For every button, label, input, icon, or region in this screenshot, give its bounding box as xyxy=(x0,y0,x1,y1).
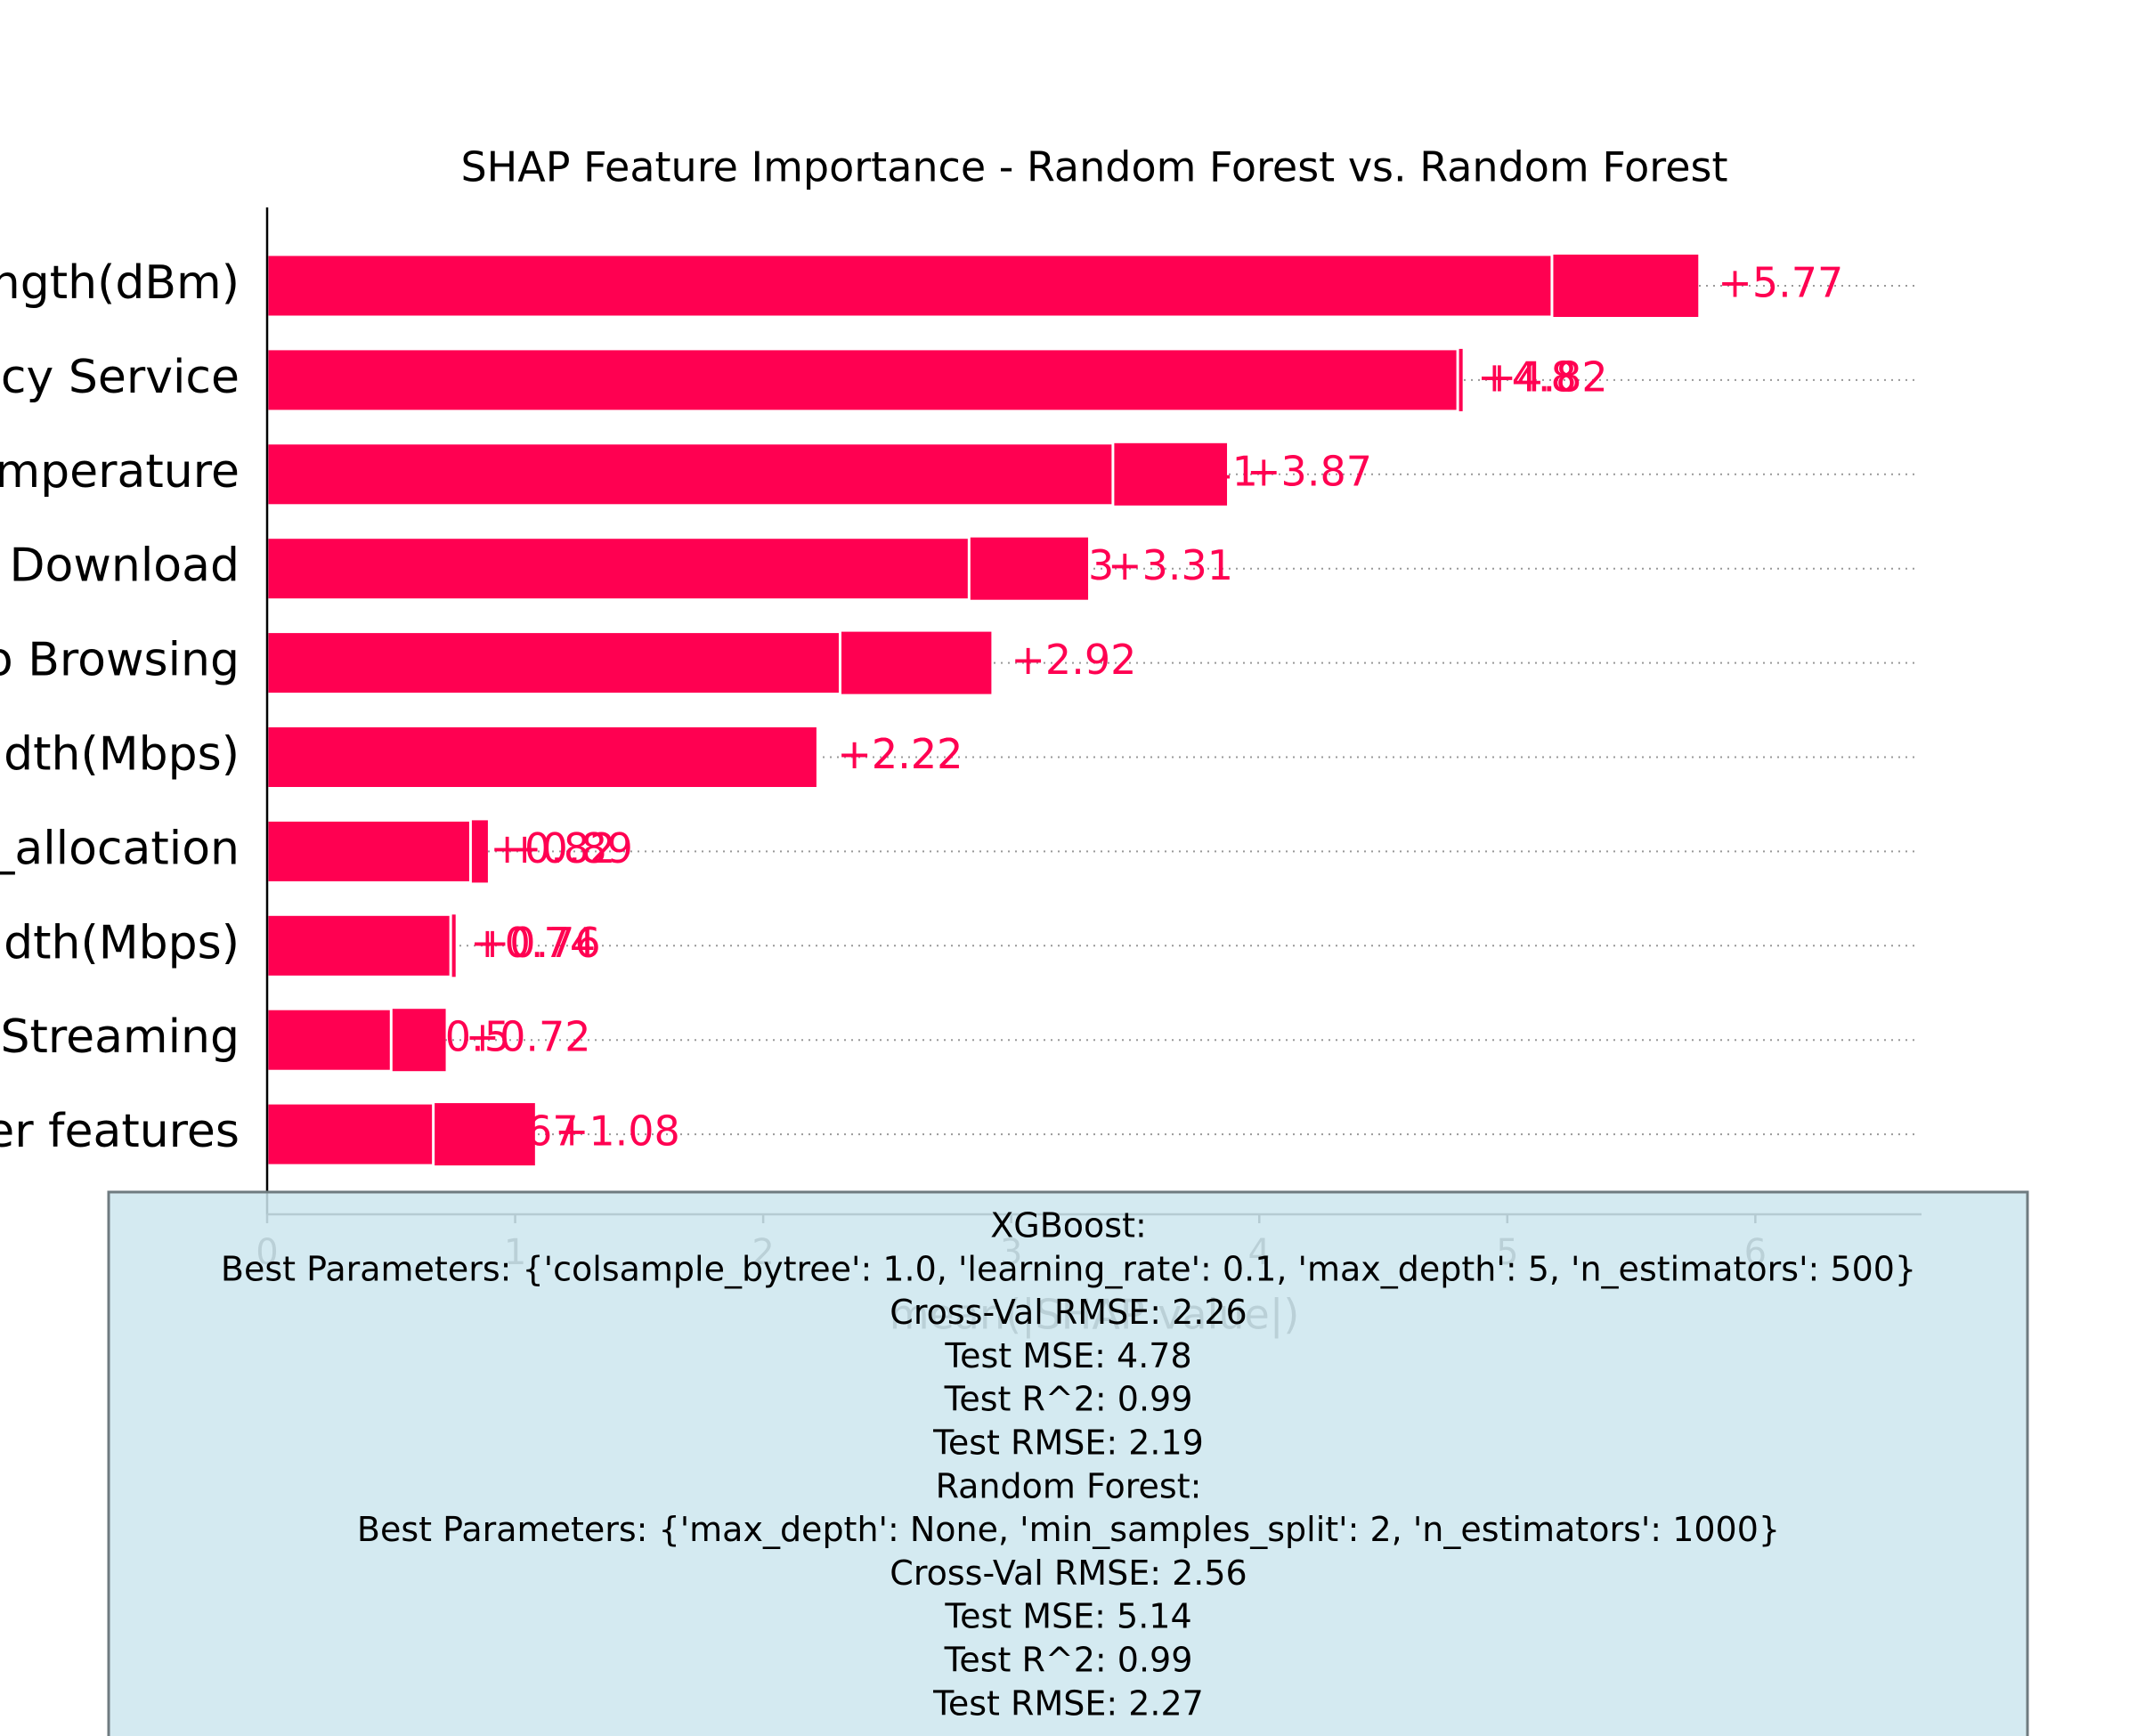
summary-line: Random Forest: xyxy=(936,1466,1202,1505)
value-label: +1.08 xyxy=(555,1107,680,1156)
bar xyxy=(265,630,841,696)
bar xyxy=(265,442,1115,507)
value-label: +2.22 xyxy=(837,730,963,778)
value-label: +0.74 xyxy=(470,919,596,967)
value-label: +3.87 xyxy=(1247,447,1372,495)
bar xyxy=(265,1007,393,1073)
summary-box xyxy=(107,1190,2029,1736)
summary-line: Cross-Val RMSE: 2.56 xyxy=(890,1553,1247,1593)
bar xyxy=(265,253,1554,319)
chart-title: SHAP Feature Importance - Random Forest … xyxy=(460,143,1727,191)
value-label: +4.8 xyxy=(1477,353,1577,401)
summary-line: Test R^2: 0.99 xyxy=(944,1641,1193,1680)
value-label: +0.89 xyxy=(508,824,633,872)
y-tick-label: Streaming xyxy=(0,1010,240,1064)
y-tick-label: dth(Mbps) xyxy=(4,728,240,782)
value-label: +0.82 xyxy=(490,824,615,872)
y-tick-label: dth(Mbps) xyxy=(4,916,240,969)
y-tick-label: o Browsing xyxy=(0,634,240,687)
value-label: +2.92 xyxy=(1011,636,1136,684)
value-label: +0.72 xyxy=(466,1013,591,1061)
bar xyxy=(265,725,819,790)
summary-line: Test R^2: 0.99 xyxy=(944,1380,1193,1419)
summary-line: Cross-Val RMSE: 2.26 xyxy=(890,1293,1247,1332)
y-tick-label: mperature xyxy=(0,445,240,499)
summary-line: Test RMSE: 2.27 xyxy=(932,1683,1204,1723)
value-label: +4.82 xyxy=(1483,353,1608,401)
summary-line: Test MSE: 5.14 xyxy=(944,1597,1191,1636)
bar xyxy=(265,1101,435,1167)
summary-line: XGBoost: xyxy=(990,1206,1147,1245)
y-tick-label: ngth(dBm) xyxy=(0,256,240,310)
bar xyxy=(265,913,452,978)
bar xyxy=(265,536,971,602)
value-label: +2.22 xyxy=(837,730,963,778)
value-label: +0.76 xyxy=(475,919,601,967)
bar xyxy=(265,818,472,884)
summary-line: Best Parameters: {'max_depth': None, 'mi… xyxy=(357,1510,1780,1549)
y-tick-label: Download xyxy=(10,539,240,593)
value-label: +3.31 xyxy=(1108,541,1233,589)
summary-line: Best Parameters: {'colsample_bytree': 1.… xyxy=(221,1249,1916,1288)
summary-line: Test MSE: 4.78 xyxy=(944,1336,1191,1375)
bar xyxy=(265,347,1459,413)
y-tick-label: cy Service xyxy=(1,351,240,404)
y-tick-label: _allocation xyxy=(0,822,240,875)
summary-line: Test RMSE: 2.19 xyxy=(932,1424,1204,1463)
y-tick-label: er features xyxy=(0,1105,240,1158)
value-label: +5.77 xyxy=(1718,259,1843,307)
